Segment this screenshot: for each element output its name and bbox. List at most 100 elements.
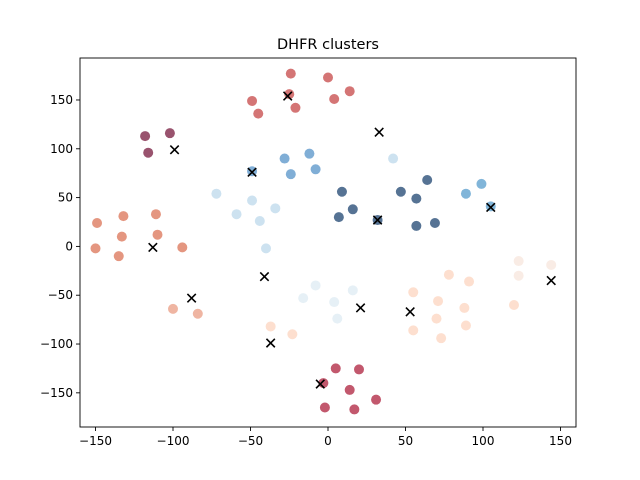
- x-tick-label: 100: [472, 434, 495, 448]
- x-tick-label: −150: [79, 434, 112, 448]
- data-point: [90, 243, 101, 254]
- data-point: [336, 186, 347, 197]
- data-point: [464, 276, 475, 287]
- data-point: [231, 209, 242, 220]
- data-point: [329, 297, 340, 308]
- data-point: [459, 302, 470, 313]
- data-point: [332, 313, 343, 324]
- data-point: [168, 303, 178, 314]
- data-point: [388, 153, 399, 164]
- data-point: [298, 293, 309, 304]
- data-point: [310, 164, 321, 175]
- x-tick-label: −100: [157, 434, 190, 448]
- cluster-center-marker: [315, 379, 326, 389]
- data-point: [164, 128, 175, 139]
- cluster-center-marker: [169, 144, 180, 155]
- data-point: [411, 220, 422, 231]
- x-tick-label: −50: [238, 434, 263, 448]
- data-point: [247, 195, 258, 206]
- data-point: [347, 285, 358, 296]
- data-point: [192, 308, 203, 319]
- cluster-center-marker: [265, 338, 276, 348]
- data-point: [476, 178, 487, 189]
- data-point: [433, 296, 444, 307]
- x-tick-label: 50: [398, 434, 413, 448]
- data-point: [509, 299, 519, 310]
- data-point: [422, 175, 433, 186]
- data-point: [330, 363, 341, 374]
- data-point: [443, 269, 454, 280]
- data-point: [113, 251, 124, 262]
- cluster-center-marker: [374, 127, 384, 137]
- cluster-center-marker: [355, 303, 366, 313]
- data-point: [333, 212, 344, 223]
- data-point: [513, 270, 524, 281]
- y-tick-label: 0: [65, 239, 73, 253]
- data-point: [92, 217, 103, 228]
- data-point: [408, 325, 419, 336]
- data-point: [304, 148, 315, 159]
- y-tick-label: −50: [48, 288, 73, 302]
- data-point: [349, 404, 360, 415]
- centers-layer: [148, 91, 556, 389]
- data-point: [285, 169, 296, 180]
- y-tick-label: 100: [50, 142, 73, 156]
- data-point: [344, 384, 355, 395]
- y-tick-label: −100: [40, 337, 73, 351]
- data-point: [279, 153, 290, 164]
- cluster-center-marker: [485, 202, 496, 213]
- data-point: [285, 68, 296, 79]
- data-point: [150, 209, 161, 220]
- x-tick-label: 0: [324, 434, 332, 448]
- cluster-center-marker: [247, 167, 257, 177]
- data-point: [344, 86, 355, 97]
- y-tick-label: −150: [40, 386, 73, 400]
- data-point: [354, 364, 364, 375]
- data-point: [513, 256, 524, 267]
- data-point: [371, 394, 382, 405]
- cluster-center-marker: [186, 293, 197, 303]
- y-tick-label: 50: [58, 191, 73, 205]
- data-point: [270, 203, 281, 214]
- data-point: [408, 287, 419, 298]
- data-point: [460, 188, 471, 199]
- data-point: [211, 188, 222, 199]
- cluster-center-marker: [546, 275, 556, 286]
- data-point: [329, 94, 340, 104]
- data-point: [460, 320, 471, 331]
- y-tick-label: 150: [50, 93, 73, 107]
- data-point: [546, 259, 557, 270]
- data-point: [323, 72, 333, 83]
- data-point: [347, 204, 358, 215]
- cluster-center-marker: [282, 91, 293, 101]
- data-point: [143, 147, 154, 158]
- cluster-center-marker: [259, 271, 270, 282]
- plot-frame: [79, 57, 577, 428]
- data-point: [319, 402, 330, 413]
- data-point: [310, 280, 321, 291]
- x-tick-label: 150: [549, 434, 572, 448]
- cluster-center-marker: [372, 215, 383, 225]
- data-point: [395, 186, 406, 197]
- data-point: [431, 313, 442, 324]
- data-point: [118, 211, 129, 222]
- data-point: [140, 131, 151, 142]
- data-point: [411, 193, 422, 204]
- data-point: [287, 329, 298, 340]
- data-point: [290, 102, 301, 113]
- cluster-center-marker: [405, 307, 415, 317]
- points-layer: [90, 68, 557, 415]
- data-point: [265, 321, 276, 332]
- data-point: [116, 231, 127, 242]
- cluster-center-marker: [148, 242, 158, 253]
- data-point: [254, 216, 265, 227]
- data-point: [253, 108, 264, 119]
- data-point: [429, 217, 440, 228]
- y-axis: −150 −100 −50 0 50 100 150: [40, 93, 80, 400]
- data-point: [177, 242, 188, 253]
- chart-title: DHFR clusters: [277, 37, 379, 53]
- data-point: [436, 333, 447, 344]
- data-point: [261, 243, 271, 254]
- x-axis: −150 −100 −50 0 50 100 150: [79, 427, 572, 448]
